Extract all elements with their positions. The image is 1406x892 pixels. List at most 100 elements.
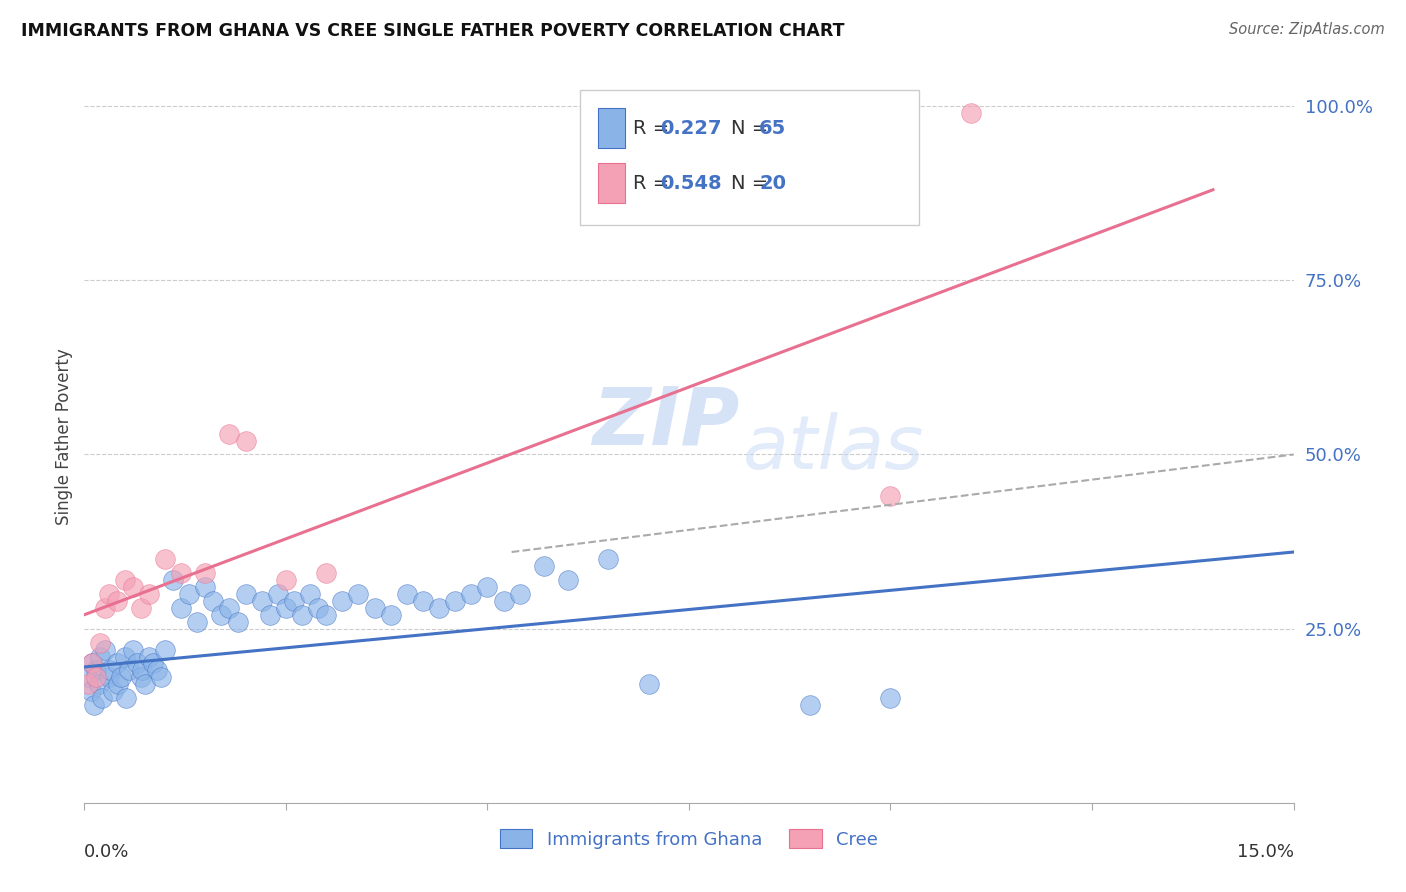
Point [283,594,305,608]
Point [299,587,322,601]
Point [267,587,290,601]
Point [879,691,901,706]
Point [86,664,108,678]
Point [97,587,120,601]
Point [509,587,531,601]
Point [131,664,153,678]
Point [98,664,121,678]
Text: R =: R = [633,119,676,138]
Point [533,558,555,573]
Point [307,600,329,615]
Point [105,594,128,608]
Point [138,649,160,664]
Point [77,670,100,684]
Point [194,580,217,594]
Text: Source: ZipAtlas.com: Source: ZipAtlas.com [1229,22,1385,37]
Point [97,670,120,684]
Point [427,600,450,615]
Point [218,426,240,441]
Point [274,600,297,615]
Point [557,573,579,587]
Point [274,573,297,587]
Point [315,607,337,622]
Point [637,677,659,691]
Legend: Immigrants from Ghana, Cree: Immigrants from Ghana, Cree [492,822,886,856]
Point [93,642,115,657]
Point [170,566,193,580]
Point [194,566,217,580]
Y-axis label: Single Father Poverty: Single Father Poverty [55,349,73,525]
Point [114,649,136,664]
Point [89,649,111,664]
Point [114,573,136,587]
Point [395,587,418,601]
Bar [599,108,624,148]
Text: 0.227: 0.227 [659,119,721,138]
Text: N =: N = [731,174,775,193]
Point [799,698,821,713]
Text: atlas: atlas [744,412,925,484]
Text: 0.0%: 0.0% [84,843,129,861]
Point [89,635,111,649]
Point [960,106,983,120]
Point [83,698,105,713]
Point [138,587,160,601]
Point [93,600,115,615]
Point [250,594,273,608]
Point [412,594,434,608]
Point [115,691,138,706]
Point [129,670,152,684]
Point [153,642,176,657]
Text: ZIP: ZIP [592,384,740,461]
Point [118,664,141,678]
Point [87,677,110,691]
Point [142,657,165,671]
Point [82,657,104,671]
Point [347,587,370,601]
Point [153,552,176,566]
Text: IMMIGRANTS FROM GHANA VS CREE SINGLE FATHER POVERTY CORRELATION CHART: IMMIGRANTS FROM GHANA VS CREE SINGLE FAT… [21,22,845,40]
Point [444,594,467,608]
Point [146,664,169,678]
Point [460,587,482,601]
Point [202,594,225,608]
Point [162,573,184,587]
Point [121,580,143,594]
Point [598,552,620,566]
Point [477,580,499,594]
Point [149,670,172,684]
Point [125,657,148,671]
Point [363,600,385,615]
Point [186,615,208,629]
Point [82,657,104,671]
Point [879,489,901,503]
Point [235,434,257,448]
Point [170,600,193,615]
Point [492,594,515,608]
Point [134,677,156,691]
Text: 20: 20 [759,174,786,193]
Point [179,587,201,601]
Text: R =: R = [633,174,676,193]
Bar [599,163,624,203]
Point [129,600,152,615]
Point [235,587,257,601]
Point [101,684,124,698]
Point [315,566,337,580]
Point [259,607,281,622]
Point [80,684,103,698]
Point [226,615,249,629]
Point [105,657,128,671]
Point [110,670,132,684]
Text: 65: 65 [759,119,786,138]
Point [218,600,240,615]
Text: 0.548: 0.548 [659,174,721,193]
Point [86,670,108,684]
Point [380,607,402,622]
Point [77,677,100,691]
Point [209,607,232,622]
Text: 15.0%: 15.0% [1236,843,1294,861]
Point [330,594,353,608]
Point [291,607,314,622]
Point [91,691,114,706]
